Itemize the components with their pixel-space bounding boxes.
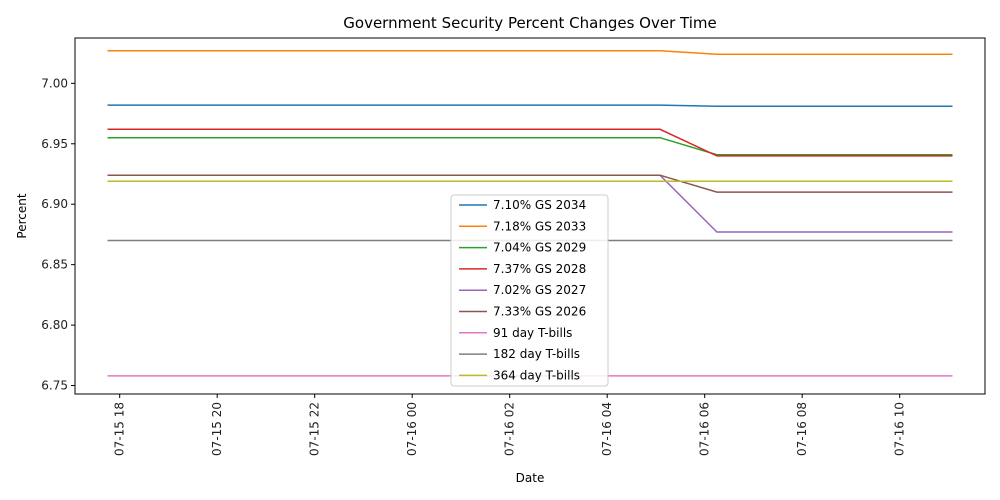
legend-label: 7.04% GS 2029	[493, 241, 586, 255]
x-tick-label: 07-16 06	[698, 402, 712, 456]
y-tick-label: 6.85	[41, 258, 68, 272]
legend-label: 7.02% GS 2027	[493, 283, 586, 297]
y-tick-label: 6.75	[41, 379, 68, 393]
x-tick-label: 07-15 20	[210, 402, 224, 456]
legend-label: 7.10% GS 2034	[493, 198, 586, 212]
legend-label: 7.37% GS 2028	[493, 262, 586, 276]
x-tick-label: 07-15 22	[308, 402, 322, 456]
series-line-6	[107, 174, 953, 193]
legend-label: 7.18% GS 2033	[493, 219, 586, 233]
series-line-4	[107, 128, 953, 157]
x-axis-label: Date	[516, 471, 545, 485]
chart-title: Government Security Percent Changes Over…	[343, 14, 716, 32]
plot-frame	[74, 37, 986, 395]
x-tick-label: 07-15 18	[113, 402, 127, 456]
series-lines	[107, 49, 953, 377]
y-axis-label: Percent	[15, 193, 29, 238]
legend: 7.10% GS 2034 7.18% GS 2033 7.04% GS 2029 7…	[450, 194, 609, 387]
series-line-1	[107, 104, 953, 108]
x-tick-label: 07-16 04	[600, 402, 614, 456]
legend-label: 182 day T-bills	[493, 347, 580, 361]
legend-label: 364 day T-bills	[493, 368, 580, 382]
y-axis-ticks: 6.75 6.80 6.85 6.90 6.95 7.00	[41, 76, 75, 393]
y-tick-label: 7.00	[41, 76, 68, 90]
y-tick-label: 6.80	[41, 318, 68, 332]
x-tick-label: 07-16 00	[405, 402, 419, 456]
x-axis-ticks: 07-15 18 07-15 20 07-15 22 07-16 00 07-16 02…	[113, 394, 907, 456]
legend-label: 91 day T-bills	[493, 326, 572, 340]
y-tick-label: 6.95	[41, 137, 68, 151]
y-tick-label: 6.90	[41, 197, 68, 211]
x-tick-label: 07-16 02	[503, 402, 517, 456]
series-line-2	[107, 49, 953, 56]
x-tick-label: 07-16 10	[893, 402, 907, 456]
legend-label: 7.33% GS 2026	[493, 305, 586, 319]
series-line-3	[107, 136, 953, 156]
x-tick-label: 07-16 08	[795, 402, 809, 456]
legend-box	[450, 194, 609, 387]
